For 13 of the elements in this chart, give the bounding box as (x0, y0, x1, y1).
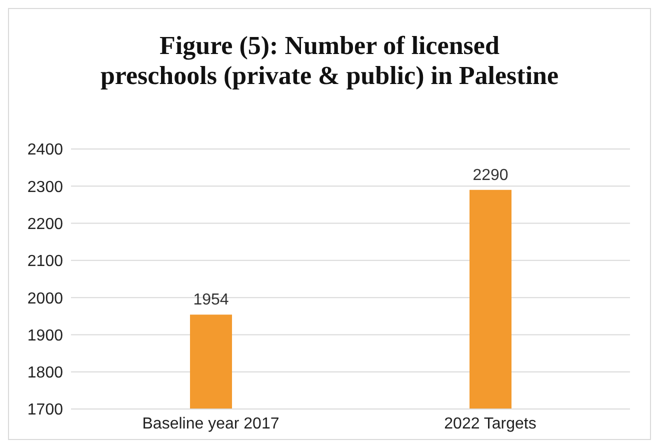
y-tick-label: 2100 (27, 253, 64, 270)
data-label: 1954 (193, 292, 229, 309)
chart-title: Figure (5): Number of licensed preschools (private & public) in Palestine (100, 30, 560, 92)
y-tick-label: 2300 (27, 178, 64, 196)
x-tick-label: 2022 Targets (444, 415, 536, 432)
y-tick-label: 1800 (27, 364, 64, 382)
y-tick-label: 2000 (27, 290, 64, 308)
y-tick-label: 1700 (27, 402, 64, 419)
y-tick-label: 1900 (27, 327, 64, 344)
y-tick-label: 2400 (27, 142, 64, 159)
x-tick-label: Baseline year 2017 (142, 415, 280, 432)
y-tick-label: 2200 (27, 216, 64, 233)
data-label: 2290 (472, 166, 508, 184)
